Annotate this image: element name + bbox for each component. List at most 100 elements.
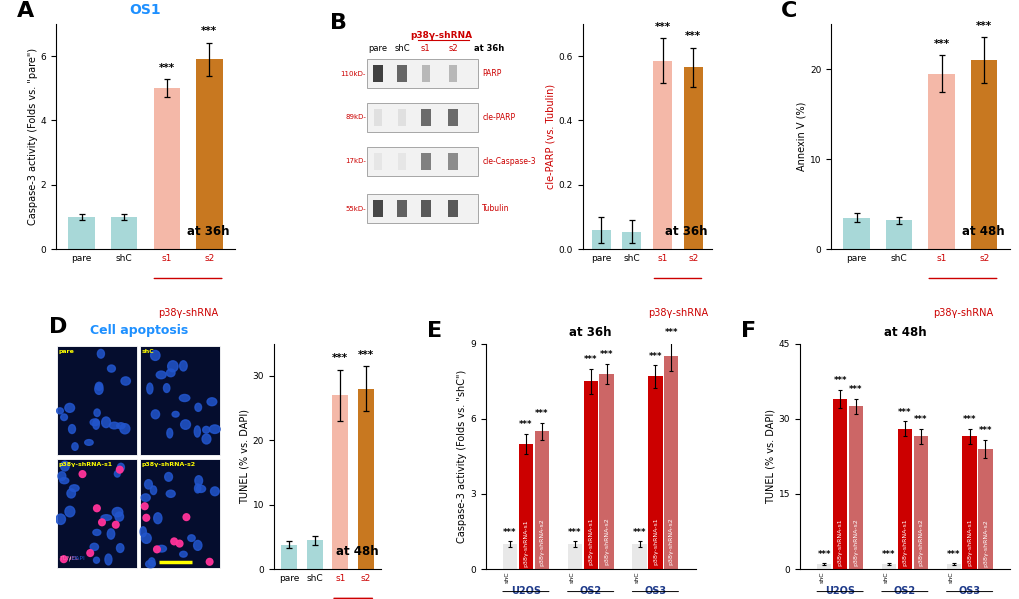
Ellipse shape <box>58 472 66 480</box>
Text: s1: s1 <box>421 44 430 53</box>
Ellipse shape <box>210 487 219 496</box>
Ellipse shape <box>195 484 201 493</box>
Text: pare: pare <box>368 44 387 53</box>
Text: shC: shC <box>818 571 823 583</box>
Text: 55kD-: 55kD- <box>345 205 366 211</box>
Ellipse shape <box>105 554 112 565</box>
Text: 89kD-: 89kD- <box>344 114 366 120</box>
Ellipse shape <box>112 521 119 528</box>
Ellipse shape <box>149 558 155 566</box>
Ellipse shape <box>183 514 190 521</box>
FancyBboxPatch shape <box>397 153 406 170</box>
Ellipse shape <box>94 505 100 512</box>
Text: ***: *** <box>535 409 548 418</box>
Bar <box>881 564 896 569</box>
Ellipse shape <box>71 443 78 450</box>
Y-axis label: TUNEL (% vs. DAPI): TUNEL (% vs. DAPI) <box>765 409 775 504</box>
Text: Tubulin: Tubulin <box>482 204 510 213</box>
Text: p38γ-shRNA-s1: p38γ-shRNA-s1 <box>652 518 657 565</box>
Text: shC: shC <box>393 44 410 53</box>
Ellipse shape <box>69 485 79 491</box>
Ellipse shape <box>163 384 170 392</box>
Text: ***: *** <box>332 353 348 363</box>
Ellipse shape <box>194 426 200 437</box>
Bar <box>583 382 597 569</box>
Text: p38γ-shRNA: p38γ-shRNA <box>158 308 218 317</box>
Bar <box>886 220 911 249</box>
Text: p38γ-shRNA-s1: p38γ-shRNA-s1 <box>58 462 113 467</box>
Bar <box>358 389 374 569</box>
Ellipse shape <box>90 419 99 426</box>
Text: pare: pare <box>58 349 74 355</box>
Ellipse shape <box>187 535 195 541</box>
Text: F: F <box>741 321 755 341</box>
Ellipse shape <box>195 476 203 486</box>
Text: C: C <box>781 1 797 22</box>
Ellipse shape <box>146 560 155 568</box>
Ellipse shape <box>116 544 123 552</box>
Text: p38γ-shRNA-s2: p38γ-shRNA-s2 <box>668 517 674 565</box>
Text: E: E <box>427 321 441 341</box>
Ellipse shape <box>85 440 93 445</box>
Bar <box>833 399 847 569</box>
Text: shC: shC <box>504 571 510 583</box>
FancyBboxPatch shape <box>397 108 406 126</box>
Text: p38γ-shRNA-s1: p38γ-shRNA-s1 <box>966 519 971 567</box>
Ellipse shape <box>156 371 166 379</box>
Text: p38γ-shRNA-s2: p38γ-shRNA-s2 <box>603 518 608 565</box>
Ellipse shape <box>65 506 74 517</box>
Text: B: B <box>330 13 346 33</box>
Ellipse shape <box>157 545 166 552</box>
Ellipse shape <box>112 507 122 517</box>
Ellipse shape <box>60 556 67 562</box>
Text: p38γ-shRNA-s1: p38γ-shRNA-s1 <box>902 519 907 566</box>
Text: ***: *** <box>654 22 671 32</box>
Ellipse shape <box>142 533 151 543</box>
Text: ***: *** <box>664 328 678 337</box>
Bar <box>568 544 582 569</box>
Ellipse shape <box>56 408 63 414</box>
Y-axis label: TUNEL (% vs. DAPI): TUNEL (% vs. DAPI) <box>239 409 250 504</box>
Text: p38γ-shRNA-s2: p38γ-shRNA-s2 <box>142 462 196 467</box>
Text: at 36h: at 36h <box>186 225 229 238</box>
Ellipse shape <box>61 414 67 420</box>
Bar <box>591 230 610 249</box>
Text: p38γ-shRNA-s2: p38γ-shRNA-s2 <box>539 519 544 566</box>
Bar <box>946 564 960 569</box>
Text: at 36h: at 36h <box>474 44 504 53</box>
Y-axis label: cle-PARP (vs. Tubulin): cle-PARP (vs. Tubulin) <box>545 84 555 189</box>
FancyBboxPatch shape <box>367 194 478 223</box>
Text: TUNEL: TUNEL <box>58 556 77 561</box>
Ellipse shape <box>93 419 99 429</box>
Text: shC: shC <box>883 571 889 583</box>
Bar <box>140 459 220 568</box>
Text: /: / <box>68 556 70 561</box>
Text: ***: *** <box>568 528 581 537</box>
Ellipse shape <box>67 489 75 498</box>
Ellipse shape <box>179 395 190 401</box>
Ellipse shape <box>209 425 220 434</box>
Text: PARP: PARP <box>482 69 501 78</box>
Ellipse shape <box>56 514 65 525</box>
Text: 110kD-: 110kD- <box>340 71 366 77</box>
Ellipse shape <box>142 503 148 510</box>
Text: s2: s2 <box>447 44 458 53</box>
Bar <box>977 449 991 569</box>
Bar <box>140 346 220 455</box>
Bar <box>57 346 138 455</box>
Text: ***: *** <box>201 26 217 36</box>
Ellipse shape <box>116 466 123 473</box>
Ellipse shape <box>114 471 120 477</box>
Ellipse shape <box>141 494 150 501</box>
Ellipse shape <box>101 515 111 521</box>
Ellipse shape <box>154 513 162 524</box>
Ellipse shape <box>206 558 213 565</box>
Text: Cell apoptosis: Cell apoptosis <box>90 324 187 337</box>
Text: shC: shC <box>142 349 154 355</box>
Y-axis label: Annexin V (%): Annexin V (%) <box>796 102 806 171</box>
Ellipse shape <box>166 490 175 497</box>
Text: ***: *** <box>962 415 975 425</box>
Ellipse shape <box>95 384 103 394</box>
Bar <box>154 88 179 249</box>
FancyBboxPatch shape <box>374 108 381 126</box>
